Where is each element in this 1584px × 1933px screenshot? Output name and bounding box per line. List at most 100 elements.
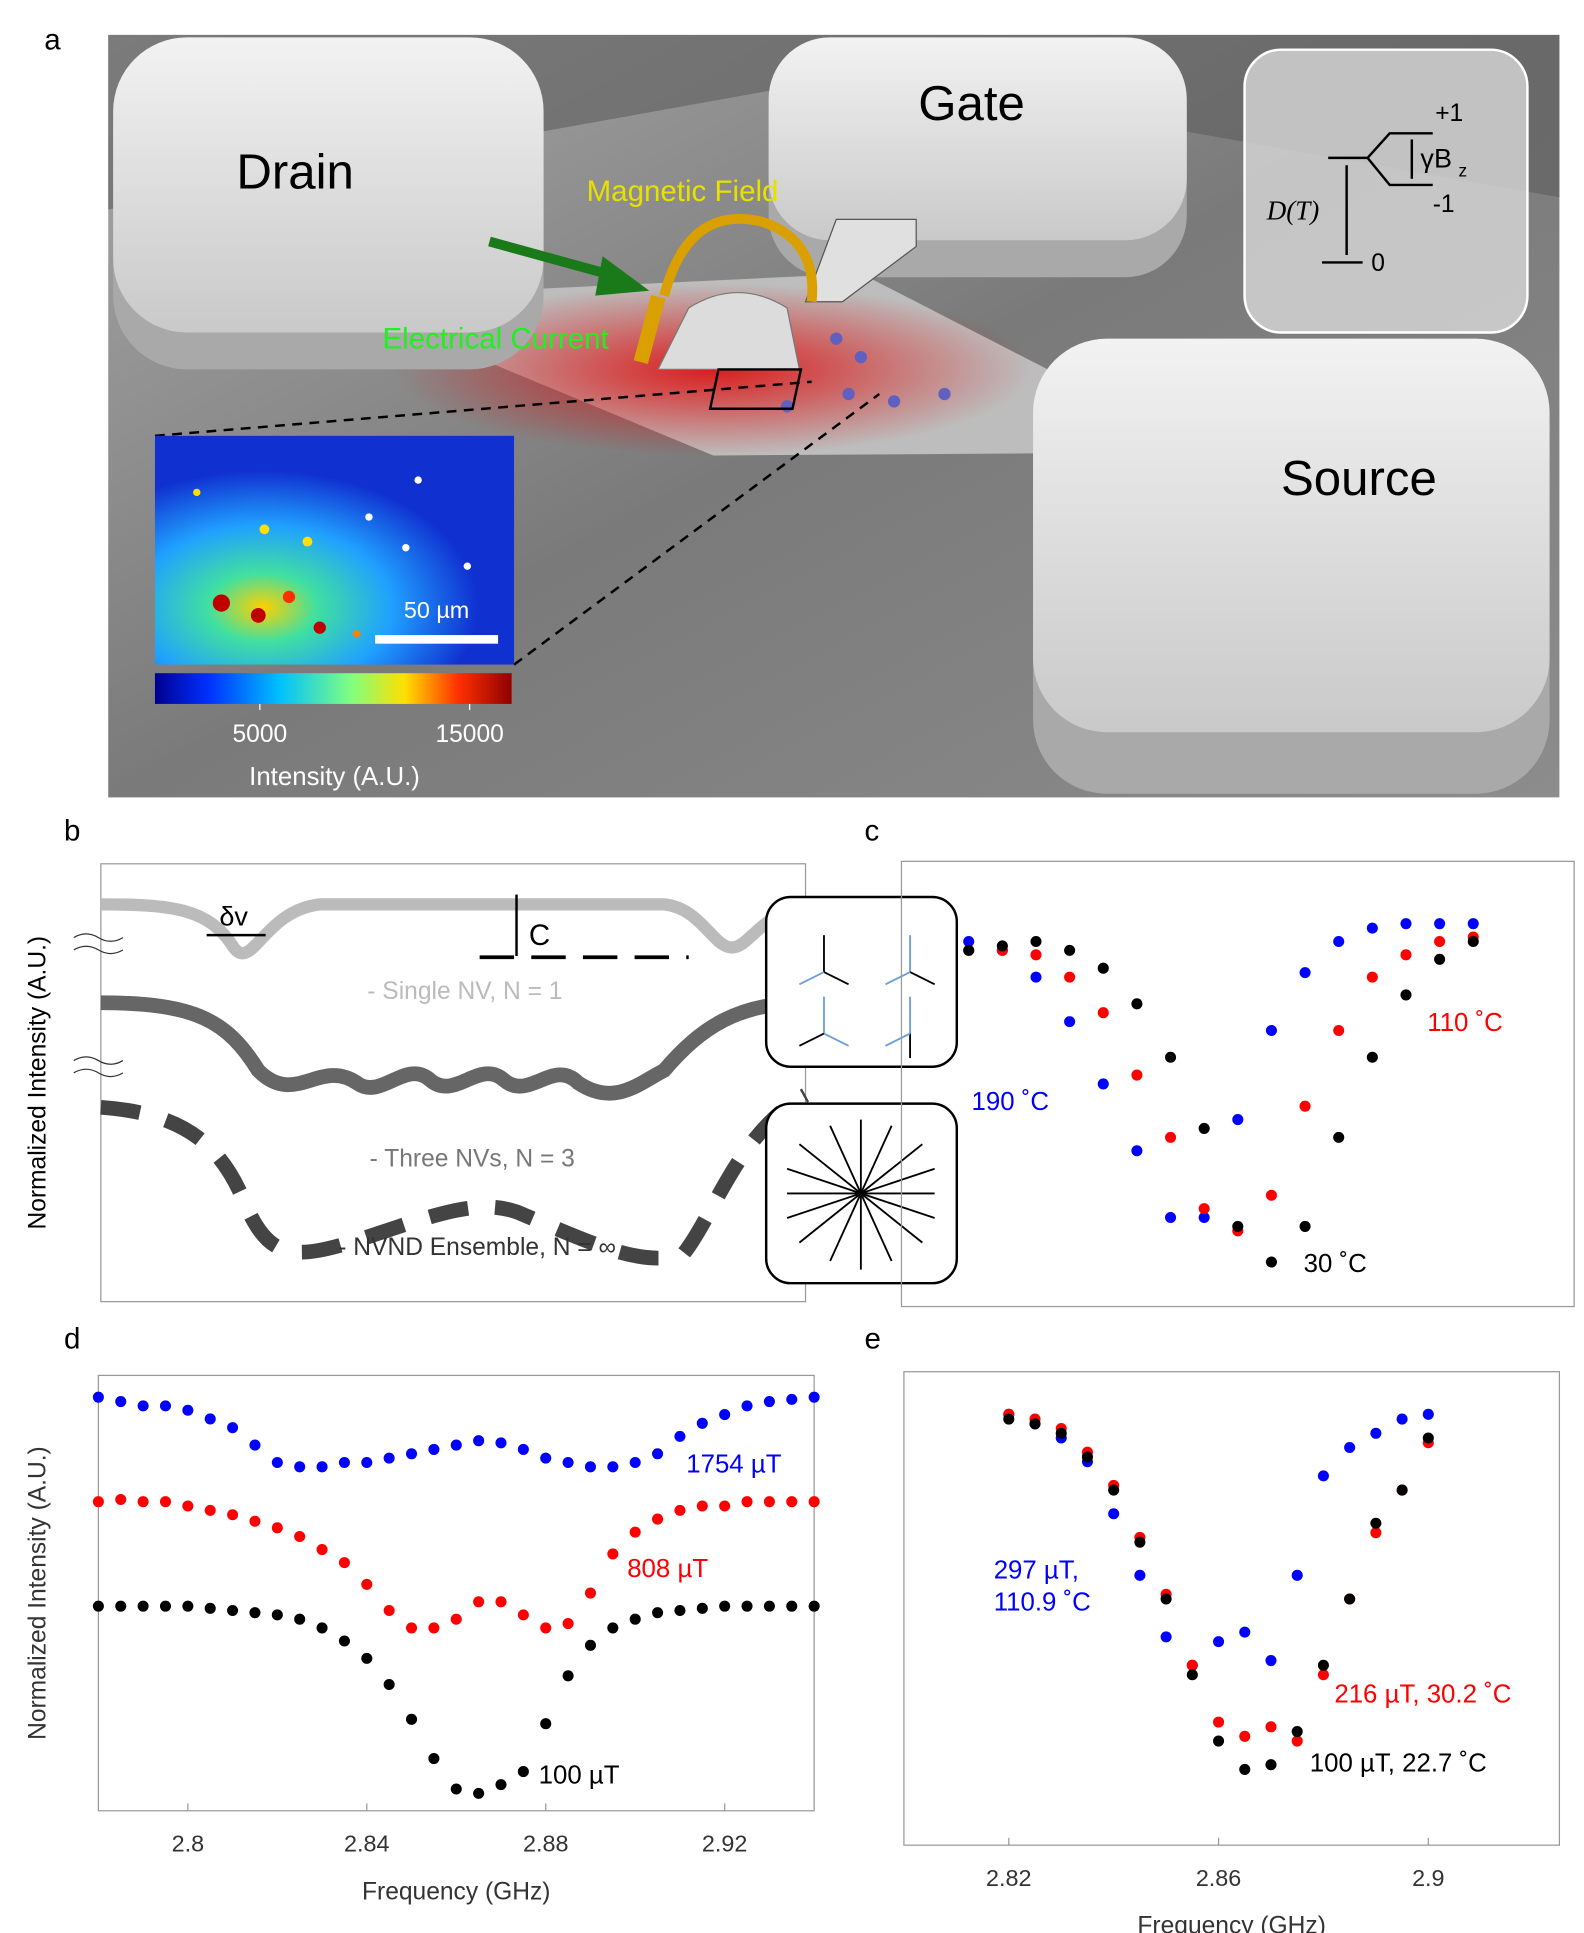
data-point — [159, 1400, 172, 1412]
data-point — [1366, 971, 1378, 983]
data-point — [361, 1456, 373, 1469]
data-point — [92, 1600, 104, 1612]
arrow-head — [595, 256, 650, 296]
data-point — [607, 1548, 619, 1560]
data-point — [1030, 949, 1042, 961]
heatmap — [154, 435, 515, 665]
series-label: 190 ˚C — [972, 1088, 1049, 1116]
curve — [100, 995, 806, 1101]
curve — [100, 1088, 810, 1266]
data-point — [115, 1493, 127, 1506]
data-point — [540, 1452, 552, 1464]
data-point — [227, 1604, 239, 1617]
level — [1366, 157, 1433, 187]
data-point — [629, 1613, 641, 1625]
data-point — [1160, 1593, 1172, 1605]
data-point — [1131, 998, 1143, 1010]
data-point — [1366, 1051, 1378, 1063]
data-point — [159, 1600, 172, 1612]
data-point — [1213, 1735, 1225, 1747]
data-point — [808, 1600, 820, 1612]
data-point — [361, 1578, 373, 1590]
data-point — [1108, 1484, 1120, 1496]
energy-levels: +1 -1 0 D(T) γB z — [1243, 48, 1529, 334]
data-point — [1064, 971, 1076, 983]
data-point — [741, 1400, 753, 1412]
data-point — [786, 1496, 798, 1508]
data-point — [1232, 1114, 1244, 1126]
data-point — [1081, 1451, 1093, 1463]
data-point — [786, 1600, 798, 1612]
data-point — [763, 1600, 775, 1612]
data-point — [294, 1530, 306, 1543]
gap-label: D(T) — [1266, 195, 1320, 225]
data-point — [719, 1409, 731, 1421]
data-point — [1131, 1069, 1143, 1081]
series-label: 808 µT — [627, 1555, 708, 1583]
data-point — [517, 1443, 529, 1455]
series-label: 216 µT, 30.2 ˚C — [1334, 1681, 1511, 1709]
data-point — [584, 1461, 596, 1473]
data-point — [1370, 1517, 1382, 1529]
data-point — [1239, 1626, 1251, 1638]
data-point — [383, 1678, 395, 1691]
data-point — [428, 1622, 440, 1634]
data-point — [763, 1496, 775, 1508]
data-point — [808, 1496, 820, 1508]
data-point — [1232, 1220, 1244, 1232]
data-point — [584, 1639, 596, 1651]
data-point — [1299, 967, 1311, 979]
pad-label: Drain — [236, 145, 354, 200]
annotation: δv — [219, 901, 248, 931]
data-point — [204, 1413, 216, 1425]
data-point — [1317, 1669, 1329, 1681]
data-point — [405, 1713, 418, 1725]
data-point — [1265, 1759, 1277, 1771]
pad — [113, 37, 544, 333]
panel-label: a — [44, 24, 61, 57]
level-label: -1 — [1433, 191, 1455, 218]
field-arc — [659, 213, 818, 303]
colorbar — [154, 673, 512, 704]
data-point — [1291, 1569, 1303, 1581]
data-point — [450, 1613, 462, 1625]
data-point — [1370, 1527, 1382, 1539]
data-point — [227, 1422, 239, 1434]
panel-label: d — [64, 1322, 80, 1355]
inset — [1243, 48, 1529, 334]
level-label: 0 — [1371, 250, 1385, 277]
data-point — [674, 1430, 686, 1442]
data-point — [1055, 1427, 1067, 1439]
data-point — [652, 1513, 664, 1525]
data-point — [1344, 1441, 1356, 1454]
data-point — [1186, 1669, 1198, 1681]
zoom-line — [154, 380, 812, 438]
plot-frame — [903, 1371, 1561, 1846]
panel-label: c — [865, 814, 880, 847]
annotation: Magnetic Field — [587, 175, 779, 208]
zoom-line — [513, 393, 881, 666]
data-point — [1029, 1418, 1041, 1430]
data-point — [1186, 1659, 1198, 1671]
pad — [1033, 338, 1550, 733]
data-point — [1467, 918, 1479, 930]
data-point — [316, 1461, 328, 1473]
data-point — [115, 1396, 127, 1408]
data-point — [271, 1609, 283, 1621]
data-point — [629, 1526, 641, 1538]
data-point — [495, 1437, 507, 1449]
data-point — [1422, 1408, 1434, 1420]
data-point — [696, 1417, 708, 1429]
data-point — [473, 1596, 485, 1608]
x-tick-label: 2.88 — [523, 1830, 568, 1856]
x-tick-label: 2.8 — [172, 1830, 204, 1856]
data-point — [137, 1600, 149, 1612]
data-point — [115, 1600, 127, 1612]
data-point — [1134, 1536, 1146, 1548]
data-point — [1400, 918, 1412, 930]
data-point — [1134, 1569, 1146, 1581]
data-point — [159, 1496, 172, 1508]
data-point — [338, 1635, 350, 1647]
data-point — [1165, 1131, 1177, 1143]
data-point — [1213, 1716, 1225, 1728]
